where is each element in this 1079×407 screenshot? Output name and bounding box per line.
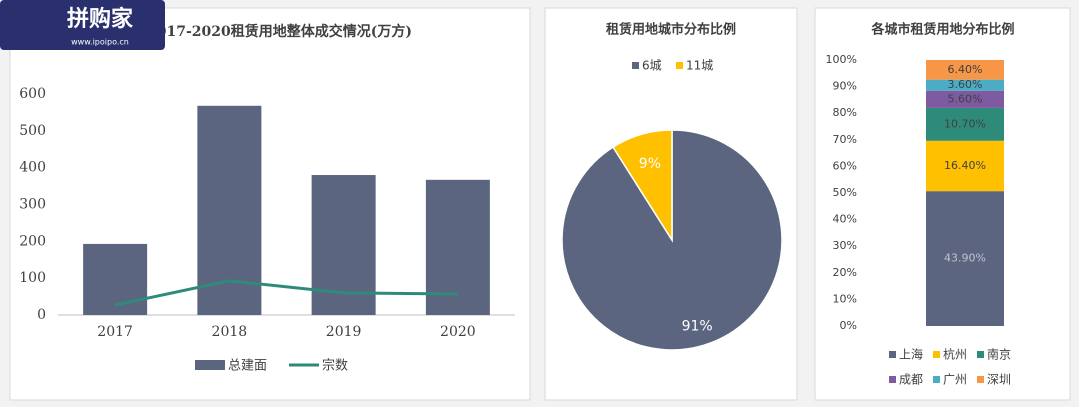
legend-swatch xyxy=(676,62,683,69)
y-tick-label: 20% xyxy=(833,266,857,279)
legend-label: 杭州 xyxy=(943,347,967,362)
y-tick-label: 70% xyxy=(833,133,857,146)
y-tick-label: 500 xyxy=(19,123,46,139)
chart-title: 2017-2020租赁用地整体成交情况(万方) xyxy=(147,23,412,40)
bar-segment xyxy=(926,60,1004,80)
y-tick-label: 300 xyxy=(19,197,46,213)
plots: 0 100 200 300 400 500 600 2017 2018 2019 2020 总建面 宗数… xyxy=(19,53,1011,387)
y-tick-label: 0 xyxy=(37,307,46,323)
bar-segment xyxy=(926,79,1004,91)
data-label: 3.60% xyxy=(948,78,983,91)
y-tick-label: 100 xyxy=(19,270,46,286)
y-tick-label: 50% xyxy=(833,186,857,199)
bar-segment xyxy=(926,90,1004,108)
y-tick-label: 60% xyxy=(833,159,857,172)
y-tick-label: 40% xyxy=(833,213,857,226)
chart-title: 各城市租赁用地分布比例 xyxy=(870,22,1014,38)
x-tick-label: 2019 xyxy=(326,324,362,340)
y-tick-label: 400 xyxy=(19,160,46,176)
legend-label: 深圳 xyxy=(987,373,1011,387)
legend-swatch xyxy=(977,376,984,383)
data-label: 9% xyxy=(639,156,661,172)
x-tick-label: 2017 xyxy=(97,324,133,340)
data-label: 5.60% xyxy=(948,92,983,105)
bar-segment xyxy=(926,191,1004,326)
chart-title: 租赁用地城市分布比例 xyxy=(606,22,736,38)
legend-label: 总建面 xyxy=(228,359,267,374)
legend-label: 南京 xyxy=(987,347,1011,362)
logo-name: 拼购家 xyxy=(67,6,134,32)
data-label: 91% xyxy=(682,319,713,335)
y-tick-label: 600 xyxy=(19,86,46,102)
legend-swatch xyxy=(889,376,896,383)
legend-swatch xyxy=(977,351,984,358)
x-tick-label: 2020 xyxy=(440,324,476,340)
legend-label: 11城 xyxy=(686,59,713,73)
data-label: 6.40% xyxy=(948,63,983,76)
data-label: 16.40% xyxy=(944,159,986,172)
logo-url: www.ipoipo.cn xyxy=(71,38,129,47)
x-tick-label: 2018 xyxy=(212,324,248,340)
y-tick-label: 10% xyxy=(833,292,857,305)
bar-segment xyxy=(926,107,1004,141)
legend-swatch xyxy=(632,62,639,69)
legend-label: 6城 xyxy=(642,59,662,73)
legend-label: 广州 xyxy=(943,373,967,387)
y-tick-label: 30% xyxy=(833,239,857,252)
legend-swatch xyxy=(889,351,896,358)
legend-label: 上海 xyxy=(899,347,923,362)
y-tick-label: 200 xyxy=(19,233,46,249)
data-label: 43.90% xyxy=(944,252,986,265)
legend-swatch xyxy=(933,351,940,358)
bar-segment xyxy=(926,140,1004,192)
y-tick-label: 80% xyxy=(833,106,857,119)
y-tick-label: 0% xyxy=(840,319,857,332)
y-tick-label: 90% xyxy=(833,80,857,93)
y-tick-label: 100% xyxy=(826,53,857,66)
legend-swatch xyxy=(195,360,225,370)
line xyxy=(114,279,458,307)
pie-slice xyxy=(612,129,673,243)
data-label: 10.70% xyxy=(944,117,986,130)
bar xyxy=(83,243,148,315)
logo-box xyxy=(0,0,165,50)
legend-label: 成都 xyxy=(899,373,923,387)
legend-swatch xyxy=(933,376,940,383)
legend-label: 宗数 xyxy=(322,358,348,374)
